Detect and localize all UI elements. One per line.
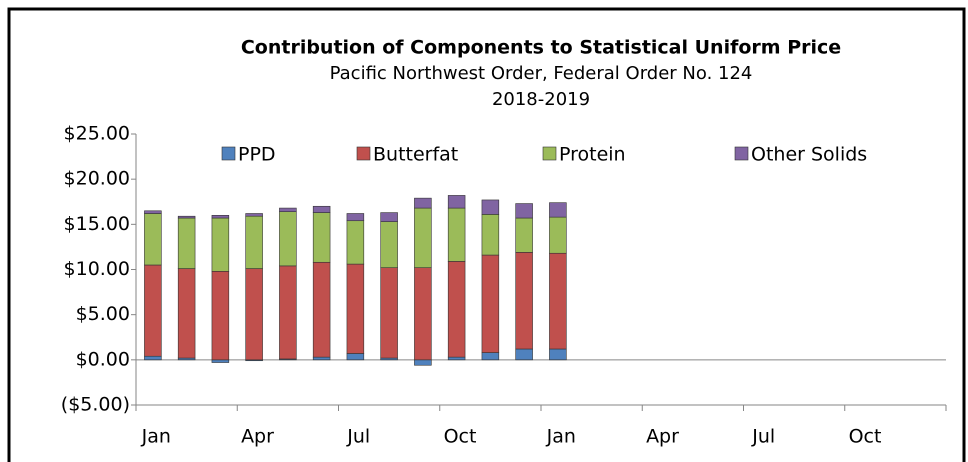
bar xyxy=(481,352,500,361)
bar xyxy=(346,220,365,265)
y-tick-label: $15.00 xyxy=(64,213,130,235)
y-tick-label: $0.00 xyxy=(76,348,130,370)
bar xyxy=(245,213,263,217)
bar xyxy=(414,207,432,268)
bar xyxy=(447,195,466,209)
bar xyxy=(346,353,365,361)
bar xyxy=(549,202,567,218)
bar xyxy=(481,199,500,215)
y-tick-label: $25.00 xyxy=(64,123,130,145)
bar xyxy=(144,210,162,214)
bar xyxy=(279,265,297,360)
x-tick-label: Apr xyxy=(241,426,274,448)
y-tick-label: $5.00 xyxy=(76,303,130,325)
bar xyxy=(177,268,196,359)
legend-label: Protein xyxy=(559,144,626,166)
y-tick-label: $10.00 xyxy=(64,258,130,280)
bar xyxy=(549,252,567,350)
bar xyxy=(481,254,500,353)
bar xyxy=(245,215,263,269)
bar xyxy=(346,213,365,222)
bar xyxy=(447,261,466,358)
bar xyxy=(549,348,567,361)
bar xyxy=(312,356,331,361)
legend-label: Butterfat xyxy=(373,144,458,166)
x-tick-label: Oct xyxy=(849,426,882,448)
legend-label: Other Solids xyxy=(751,144,867,166)
bar xyxy=(447,207,466,262)
bar xyxy=(211,217,230,272)
bar xyxy=(515,203,533,219)
bar xyxy=(380,212,398,222)
bar xyxy=(245,268,263,361)
legend-swatch xyxy=(542,146,557,161)
legend-label: PPD xyxy=(238,144,276,166)
chart-title: Contribution of Components to Statistica… xyxy=(241,37,841,59)
bar xyxy=(144,264,162,357)
x-tick-label: Apr xyxy=(646,426,679,448)
bar xyxy=(414,359,432,366)
bar xyxy=(515,348,533,361)
bar xyxy=(279,211,297,267)
bar xyxy=(279,207,297,212)
bar xyxy=(380,221,398,268)
bar xyxy=(312,261,331,358)
bar xyxy=(211,215,230,219)
bar xyxy=(144,213,162,266)
legend-swatch xyxy=(221,146,236,161)
bar xyxy=(414,197,432,209)
bar xyxy=(549,216,567,254)
bar xyxy=(515,252,533,350)
x-tick-label: Jul xyxy=(751,426,775,448)
bar xyxy=(414,267,432,361)
bar xyxy=(211,271,230,361)
bar xyxy=(447,356,466,361)
legend-swatch xyxy=(734,146,749,161)
y-tick-label: $20.00 xyxy=(64,168,130,190)
x-tick-label: Jan xyxy=(546,426,576,448)
legend-swatch xyxy=(356,146,371,161)
bar xyxy=(177,217,196,269)
x-tick-label: Jul xyxy=(346,426,370,448)
x-tick-label: Jan xyxy=(141,426,171,448)
bar xyxy=(144,355,162,361)
bar xyxy=(312,205,331,213)
bar xyxy=(312,212,331,263)
bar xyxy=(346,263,365,354)
y-tick-label: ($5.00) xyxy=(61,394,130,416)
bar xyxy=(380,267,398,359)
x-tick-label: Oct xyxy=(444,426,477,448)
bar xyxy=(515,217,533,253)
chart-subtitle: 2018-2019 xyxy=(492,89,590,110)
bar xyxy=(177,215,196,219)
bar xyxy=(481,214,500,256)
chart-subtitle: Pacific Northwest Order, Federal Order N… xyxy=(330,63,753,84)
bar xyxy=(211,359,230,363)
